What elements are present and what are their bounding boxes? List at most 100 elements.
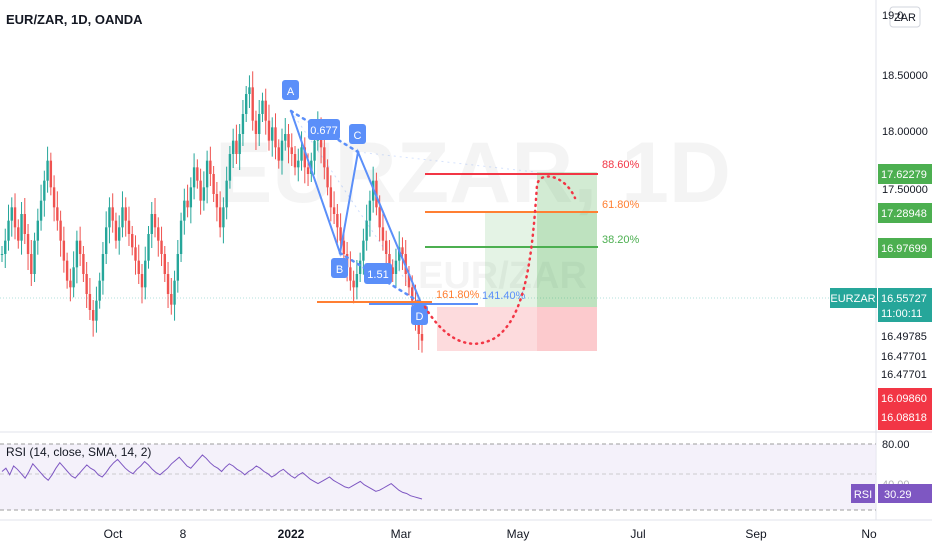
candle-body (150, 214, 153, 234)
candle-body (179, 220, 183, 254)
fib-label-886: 88.60% (602, 159, 640, 171)
candle-body (258, 114, 261, 134)
candle-body (82, 254, 85, 274)
candle-body (192, 167, 196, 188)
price-label-badge (878, 203, 932, 223)
candle-body (56, 207, 59, 221)
candle-body (88, 294, 92, 310)
candle-body (329, 187, 333, 208)
candle-body (267, 120, 271, 141)
low-price-badge (878, 388, 932, 430)
ratio-ac-badge[interactable] (308, 119, 340, 140)
current-price: 16.55727 (881, 293, 927, 305)
candle-body (65, 260, 69, 281)
candle-body (225, 180, 228, 208)
candle-body (205, 160, 209, 188)
candle-body (163, 254, 166, 274)
x-tick-label: Oct (104, 527, 123, 541)
candle-body (287, 134, 290, 148)
eurzar-badge[interactable] (830, 288, 877, 308)
harmonic-leg-line (290, 110, 422, 304)
price-label: 16.47701 (881, 351, 927, 363)
candle-body (215, 194, 219, 208)
candle-body (26, 234, 30, 254)
candle-body (394, 260, 398, 274)
rsi-title: RSI (14, close, SMA, 14, 2) (6, 445, 151, 459)
candle-body (140, 274, 144, 288)
harmonic-pattern[interactable]: A B C D 0.677 1.51 (282, 80, 536, 325)
rsi-band (0, 444, 876, 510)
candle-body (209, 160, 212, 174)
point-a-badge[interactable] (282, 80, 299, 100)
candle-body (127, 220, 131, 234)
candle-body (62, 240, 66, 261)
price-axis[interactable]: 19.0 18.50000 18.00000 17.50000 (882, 10, 928, 196)
x-tick-label: May (507, 527, 530, 541)
x-tick-label: Jul (630, 527, 645, 541)
time-axis[interactable]: Oct 8 2022 Mar May Jul Sep No (104, 527, 877, 541)
fib-levels[interactable]: 88.60% 61.80% 38.20% 161.80% 141.40% (317, 159, 640, 305)
rsi-line (1, 454, 423, 500)
candle-body (196, 167, 199, 181)
harmonic-xd-line (290, 110, 422, 304)
candle-body (300, 147, 303, 161)
candle-body (114, 220, 118, 241)
candle-body (277, 147, 280, 161)
candle-body (13, 207, 17, 228)
candle-body (59, 220, 62, 241)
rsi-pane[interactable]: RSI (14, close, SMA, 14, 2) 80.00 40.00 … (0, 439, 932, 511)
candle-body (238, 134, 241, 154)
candle-body (388, 254, 391, 268)
candle-body (95, 300, 98, 321)
candle-body (131, 234, 134, 248)
rsi-badge-label: RSI (854, 489, 872, 501)
candle-body (137, 260, 140, 274)
candle-body (91, 310, 95, 321)
candle-body (189, 187, 193, 208)
candle-body (398, 247, 401, 261)
candle-body (271, 127, 274, 141)
chart-title: EUR/ZAR, 1D, OANDA (6, 12, 143, 27)
candle-body (323, 147, 326, 168)
rsi-badge[interactable] (851, 484, 875, 503)
candle-body (336, 214, 339, 228)
candle-body (332, 207, 336, 214)
countdown-timer: 11:00:11 (881, 308, 922, 320)
candle-body (104, 227, 108, 254)
candle-body (199, 180, 202, 201)
projection-path (423, 175, 577, 345)
candle-body (303, 147, 306, 168)
x-tick-label: Mar (391, 527, 412, 541)
point-b-badge[interactable] (331, 258, 348, 278)
candle-body (326, 167, 329, 188)
currency-badge[interactable] (889, 6, 921, 28)
price-label: 16.97699 (881, 243, 927, 255)
candle-body (290, 147, 293, 154)
price-labels: 17.62279 17.28948 16.97699 EURZAR 16.557… (830, 164, 932, 430)
point-a-label: A (287, 86, 295, 98)
candle-body (39, 200, 43, 221)
candle-body (231, 140, 235, 154)
candle-body (17, 227, 20, 241)
x-tick-label: No (861, 527, 877, 541)
candle-body (134, 247, 137, 261)
candle-body (244, 94, 248, 114)
stop-zone (437, 307, 597, 351)
candle-body (274, 127, 277, 148)
candle-body (235, 140, 238, 154)
point-d-badge[interactable] (411, 305, 428, 325)
candle-body (72, 267, 75, 288)
ratio-bd-badge[interactable] (364, 263, 392, 284)
candle-body (248, 87, 251, 94)
y-tick-label: 18.00000 (882, 126, 928, 138)
candle-body (33, 240, 36, 274)
candle-body (297, 160, 300, 168)
x-tick-label: 2022 (278, 527, 305, 541)
fib-label-618: 61.80% (602, 199, 640, 211)
candle-body (36, 220, 40, 241)
currency-badge-label: ZAR (894, 12, 916, 24)
candle-body (261, 100, 264, 114)
point-c-badge[interactable] (349, 124, 366, 144)
current-price-badge (878, 288, 932, 322)
